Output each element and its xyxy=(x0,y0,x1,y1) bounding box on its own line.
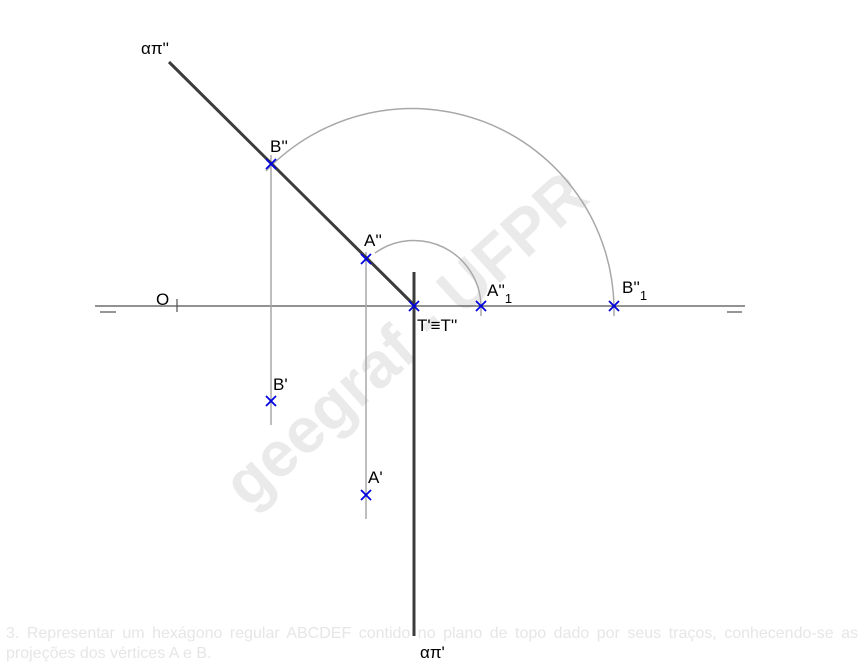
a-front-label: A'' xyxy=(364,231,382,250)
point-a-top-marker xyxy=(360,489,372,501)
vertical-trace-line xyxy=(167,60,418,309)
horizontal-trace-label: απ' xyxy=(420,643,445,662)
b-top-label: B' xyxy=(273,375,288,394)
a-rotated-label: A''1 xyxy=(487,281,512,306)
t-point-label: T'≡T'' xyxy=(417,316,457,335)
b-rotated-label-main: B'' xyxy=(622,278,640,297)
a-rotated-label-sub: 1 xyxy=(505,291,512,306)
a-top-label: A' xyxy=(368,468,383,487)
point-t-marker xyxy=(408,300,420,312)
b-rotation-arc xyxy=(265,107,615,316)
watermark: geegraf - UFPR xyxy=(209,157,601,520)
origin-label: O xyxy=(156,290,169,309)
exercise-caption: 3. Representar um hexágono regular ABCDE… xyxy=(6,625,858,662)
b-rotated-label: B''1 xyxy=(622,278,647,303)
b-front-label: B'' xyxy=(270,137,288,156)
vertical-trace-label: απ'' xyxy=(141,39,169,58)
b-rotated-label-sub: 1 xyxy=(640,288,647,303)
a-rotation-arc xyxy=(374,239,482,316)
point-b-front-marker xyxy=(265,158,277,170)
point-a-rotated-marker xyxy=(475,300,487,312)
point-a-front-marker xyxy=(360,253,372,265)
a-rotated-label-main: A'' xyxy=(487,281,505,300)
point-b-rotated-marker xyxy=(608,300,620,312)
point-b-top-marker xyxy=(265,395,277,407)
